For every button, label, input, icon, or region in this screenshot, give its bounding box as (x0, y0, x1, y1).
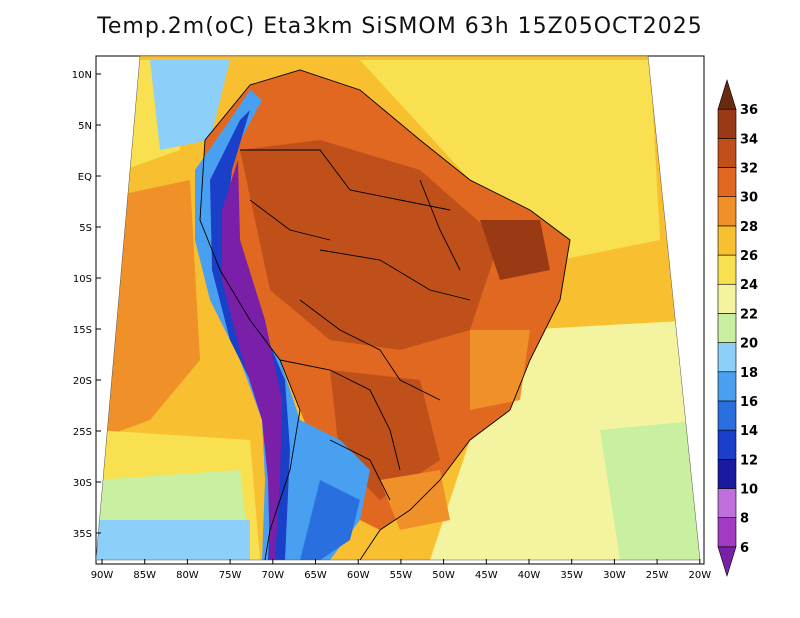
colorbar-label: 26 (740, 249, 758, 264)
lat-tick-label: 5S (79, 223, 92, 234)
colorbar: 6 8 10 12 14 16 18 20 22 24 26 28 30 32 34 36 (717, 78, 758, 578)
lat-tick-label: 5N (78, 121, 92, 132)
colorbar-segment (717, 138, 737, 168)
colorbar-segment (717, 371, 737, 402)
lon-tick-label: 70W (261, 570, 284, 581)
colorbar-label: 36 (740, 103, 758, 118)
lon-tick-label: 55W (390, 570, 413, 581)
colorbar-segment (717, 342, 737, 373)
lat-tick-label: EQ (78, 172, 92, 183)
colorbar-segment (717, 458, 737, 489)
lon-tick-label: 25W (646, 570, 669, 581)
colorbar-segment (717, 488, 737, 518)
colorbar-segment (717, 78, 737, 110)
colorbar-segment (717, 167, 737, 198)
colorbar-segment (717, 196, 737, 227)
lat-tick-label: 20S (73, 376, 92, 387)
lon-tick-label: 50W (432, 570, 455, 581)
lat-tick-label: 10N (72, 70, 92, 81)
lon-tick-label: 30W (603, 570, 626, 581)
lat-tick-label: 35S (73, 529, 92, 540)
lon-tick-label: 75W (219, 570, 242, 581)
colorbar-label: 24 (740, 278, 758, 293)
colorbar-segment (717, 225, 737, 256)
lon-tick-label: 80W (176, 570, 199, 581)
lon-tick-label: 35W (560, 570, 583, 581)
colorbar-label: 16 (740, 395, 758, 410)
colorbar-label: 6 (740, 541, 749, 556)
lon-tick-label: 65W (304, 570, 327, 581)
lat-tick-label: 30S (73, 478, 92, 489)
lon-tick-label: 90W (91, 570, 114, 581)
colorbar-label: 30 (740, 191, 758, 206)
colorbar-label: 18 (740, 366, 758, 381)
colorbar-segment (717, 429, 737, 460)
colorbar-label: 34 (740, 132, 758, 147)
colorbar-label: 32 (740, 162, 758, 177)
lat-tick-label: 10S (73, 274, 92, 285)
lon-tick-label: 85W (133, 570, 156, 581)
colorbar-label: 28 (740, 220, 758, 235)
colorbar-segment (717, 517, 737, 548)
colorbar-segment (717, 108, 737, 139)
colorbar-label: 22 (740, 307, 758, 322)
colorbar-label: 14 (740, 424, 758, 439)
colorbar-segment (717, 254, 737, 285)
lon-tick-label: 40W (518, 570, 541, 581)
colorbar-label: 12 (740, 453, 758, 468)
latitude-axis: 10N 5N EQ 5S 10S 15S 20S 25S 30S 35S (72, 70, 101, 540)
colorbar-segment (717, 313, 737, 343)
map-title: Temp.2m(oC) Eta3km SiSMOM 63h 15Z05OCT20… (97, 14, 703, 39)
colorbar-segment (717, 546, 737, 578)
lon-tick-label: 45W (475, 570, 498, 581)
longitude-axis: 90W 85W 80W 75W 70W 65W 60W 55W 50W 45W 40W 35W 30W 2… (91, 559, 711, 581)
colorbar-label: 8 (740, 512, 749, 527)
colorbar-segment (717, 283, 737, 314)
colorbar-label: 10 (740, 482, 758, 497)
lat-tick-label: 25S (73, 427, 92, 438)
lon-tick-label: 20W (688, 570, 711, 581)
temperature-field (96, 56, 700, 560)
colorbar-segment (717, 400, 737, 431)
lon-tick-label: 60W (347, 570, 370, 581)
colorbar-label: 20 (740, 337, 758, 352)
country-borders (199, 69, 571, 561)
lat-tick-label: 15S (73, 325, 92, 336)
